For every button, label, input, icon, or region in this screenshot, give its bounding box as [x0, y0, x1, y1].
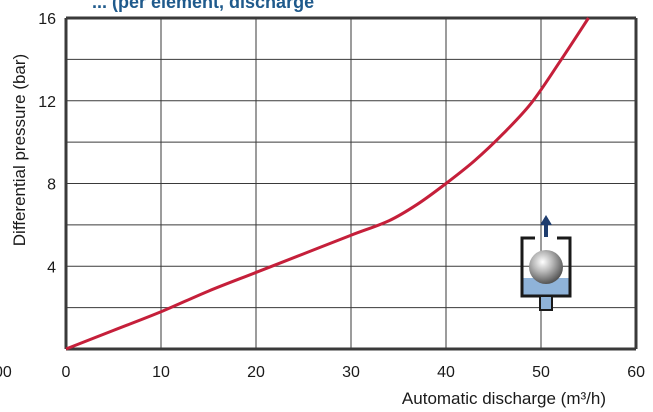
x-tick-label: 20 — [247, 364, 265, 381]
stray-label: 00 — [0, 364, 12, 381]
x-axis-label: Automatic discharge (m³/h) — [402, 389, 606, 408]
x-tick-label: 50 — [532, 364, 550, 381]
series-line-0 — [65, 17, 590, 351]
x-tick-label: 0 — [62, 364, 71, 381]
tick-labels: 0 10 20 30 40 50 60 4 8 12 16 — [38, 11, 645, 381]
y-axis-label: Differential pressure (bar) — [10, 54, 29, 246]
series-layer — [65, 17, 590, 351]
y-tick-label: 8 — [47, 177, 56, 194]
x-tick-label: 30 — [342, 364, 360, 381]
x-tick-label: 40 — [437, 364, 455, 381]
chart-title: ... (per element, discharge — [92, 0, 314, 12]
y-tick-label: 16 — [38, 11, 56, 28]
grid — [64, 16, 638, 351]
x-tick-label: 60 — [627, 364, 645, 381]
x-tick-label: 10 — [152, 364, 170, 381]
float-valve-icon — [520, 215, 572, 311]
y-tick-label: 4 — [47, 259, 56, 276]
y-tick-label: 12 — [38, 94, 56, 111]
